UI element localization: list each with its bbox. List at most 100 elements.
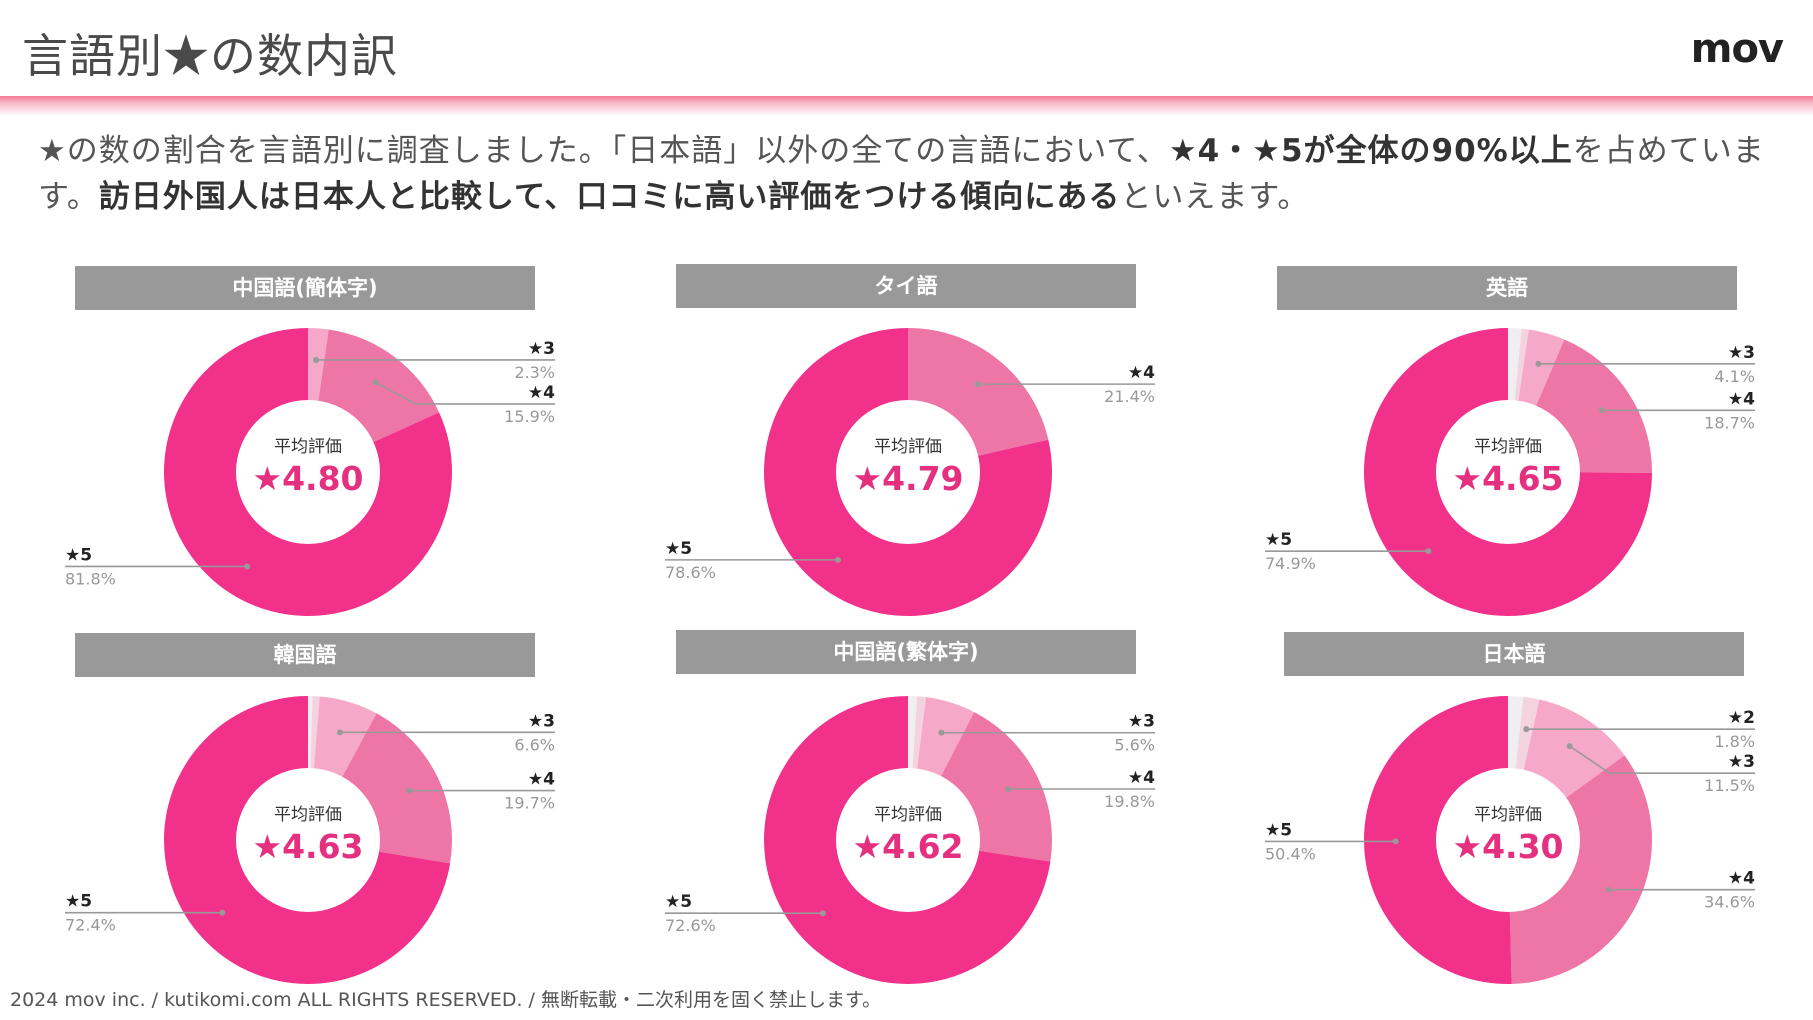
- slice-percent: 72.4%: [65, 916, 116, 935]
- center-label: 平均評価: [274, 805, 342, 825]
- leader-dot: [1566, 743, 1573, 750]
- slice-percent: 34.6%: [1704, 893, 1755, 912]
- chart-title: 中国語(簡体字): [75, 266, 535, 310]
- slice-label: ★5: [1265, 530, 1292, 550]
- center-value: ★4.80: [252, 459, 363, 498]
- leader-dot: [974, 381, 981, 388]
- slice-label: ★4: [528, 770, 555, 790]
- slice-label: ★3: [1728, 752, 1755, 772]
- intro-text: ★の数の割合を言語別に調査しました。「日本語」以外の全ての言語において、★4・★…: [38, 128, 1778, 220]
- slice-percent: 19.7%: [504, 794, 555, 813]
- slice-label: ★3: [1728, 343, 1755, 363]
- slice-label: ★3: [528, 339, 555, 359]
- slice-percent: 2.3%: [514, 363, 555, 382]
- leader-dot: [405, 787, 412, 794]
- slice-percent: 5.6%: [1114, 736, 1155, 755]
- leader-dot: [313, 356, 320, 363]
- leader-dot: [1535, 360, 1542, 367]
- center-value: ★4.30: [1452, 827, 1563, 866]
- leader-dot: [372, 379, 379, 386]
- center-label: 平均評価: [1474, 805, 1542, 825]
- center-label: 平均評価: [274, 437, 342, 457]
- donut-chart: ★2 1.8%★3 11.5% ★4 34.6% ★5 50.4% 平均評価★4.30: [1265, 696, 1755, 984]
- intro-bold-2: 訪日外国人は日本人と比較して、口コミに高い評価をつける傾向にある: [98, 179, 1121, 215]
- slice-percent: 78.6%: [665, 563, 716, 582]
- slice-label: ★5: [65, 892, 92, 912]
- chart-panel-japanese: 日本語 ★2 1.8% ★3 11.5% ★4 34.6% ★5 50.4% 平均評価 ★4.30: [1200, 630, 1800, 1000]
- chart-title: 中国語(繁体字): [676, 630, 1136, 674]
- donut-hole: [236, 400, 380, 544]
- donut-chart: ★3 6.6% ★4 19.7% ★5 72.4% 平均評価★4.63: [65, 696, 555, 984]
- leader-dot: [1392, 838, 1399, 845]
- slice-star4[interactable]: [1508, 755, 1652, 984]
- slice-percent: 6.6%: [514, 735, 555, 754]
- slice-percent: 74.9%: [1265, 554, 1316, 573]
- slice-label: ★3: [1128, 712, 1155, 732]
- slice-percent: 4.1%: [1714, 367, 1755, 386]
- chart-panel-zh-hans: 中国語(簡体字) ★3 2.3% ★4 15.9% ★5 81.8% 平均評価 ★4.80: [0, 262, 600, 632]
- page-title: 言語別★の数内訳: [22, 29, 398, 83]
- leader-line: [375, 381, 555, 405]
- center-label: 平均評価: [1474, 437, 1542, 457]
- slice-percent: 18.7%: [1704, 413, 1755, 432]
- center-value: ★4.79: [852, 459, 963, 498]
- slice-percent: 1.8%: [1714, 732, 1755, 751]
- donut-chart: ★3 2.3%★4 15.9% ★5 81.8% 平均評価★4.80: [65, 328, 555, 616]
- donut-hole: [1436, 400, 1580, 544]
- slice-label: ★4: [1728, 869, 1755, 889]
- slice-percent: 11.5%: [1704, 776, 1755, 795]
- chart-title: タイ語: [676, 264, 1136, 308]
- intro-part-2: を占めています。: [38, 133, 1765, 215]
- center-label: 平均評価: [874, 805, 942, 825]
- donut-hole: [1436, 768, 1580, 912]
- chart-panel-zh-hant: 中国語(繁体字) ★3 5.6% ★4 19.8% ★5 72.6% 平均評価 ★4.62: [600, 630, 1200, 1000]
- header-gradient-bar: [0, 96, 1813, 116]
- slice-percent: 72.6%: [665, 916, 716, 935]
- donut-hole: [836, 400, 980, 544]
- slice-label: ★5: [1265, 820, 1292, 840]
- center-value: ★4.63: [252, 827, 363, 866]
- leader-dot: [938, 729, 945, 736]
- intro-bold-1: ★4・★5が全体の90%以上: [1168, 133, 1573, 169]
- slice-percent: 50.4%: [1265, 844, 1316, 863]
- slice-label: ★4: [1128, 768, 1155, 788]
- slice-label: ★5: [65, 545, 92, 565]
- chart-panel-english: 英語 ★3 4.1% ★4 18.7% ★5 74.9% 平均評価 ★4.65: [1200, 262, 1800, 632]
- page-header: 言語別★の数内訳 mov: [0, 0, 1813, 98]
- chart-title: 日本語: [1284, 632, 1744, 676]
- center-value: ★4.62: [852, 827, 963, 866]
- leader-dot: [835, 556, 842, 563]
- slice-label: ★5: [665, 539, 692, 559]
- chart-panel-thai: タイ語 ★4 21.4% ★5 78.6% 平均評価 ★4.79: [600, 262, 1200, 632]
- slice-percent: 81.8%: [65, 569, 116, 588]
- slice-label: ★4: [528, 383, 555, 403]
- slice-percent: 19.8%: [1104, 792, 1155, 811]
- donut-hole: [236, 768, 380, 912]
- donut-chart: ★3 5.6% ★4 19.8% ★5 72.6% 平均評価★4.62: [665, 696, 1155, 984]
- leader-dot: [1598, 407, 1605, 414]
- chart-panel-korean: 韓国語 ★3 6.6% ★4 19.7% ★5 72.4% 平均評価 ★4.63: [0, 630, 600, 1000]
- slice-percent: 15.9%: [504, 407, 555, 426]
- donut-hole: [836, 768, 980, 912]
- intro-part-3: といえます。: [1120, 179, 1310, 215]
- slice-label: ★4: [1728, 389, 1755, 409]
- center-label: 平均評価: [874, 437, 942, 457]
- leader-dot: [1523, 726, 1530, 733]
- chart-title: 韓国語: [75, 633, 535, 677]
- intro-part-1: ★の数の割合を言語別に調査しました。「日本語」以外の全ての言語において、: [38, 133, 1169, 169]
- donut-chart: ★4 21.4% ★5 78.6% 平均評価★4.79: [665, 328, 1155, 616]
- slice-percent: 21.4%: [1104, 387, 1155, 406]
- leader-dot: [244, 563, 251, 570]
- leader-dot: [337, 729, 344, 736]
- brand-logo[interactable]: mov: [1690, 26, 1784, 72]
- slice-label: ★2: [1728, 708, 1755, 728]
- leader-dot: [1605, 886, 1612, 893]
- slice-label: ★5: [665, 892, 692, 912]
- leader-dot: [819, 910, 826, 917]
- slice-label: ★3: [528, 711, 555, 731]
- leader-dot: [219, 909, 226, 916]
- center-value: ★4.65: [1452, 459, 1563, 498]
- slice-label: ★4: [1128, 363, 1155, 383]
- chart-title: 英語: [1277, 266, 1737, 310]
- leader-line: [1569, 745, 1755, 774]
